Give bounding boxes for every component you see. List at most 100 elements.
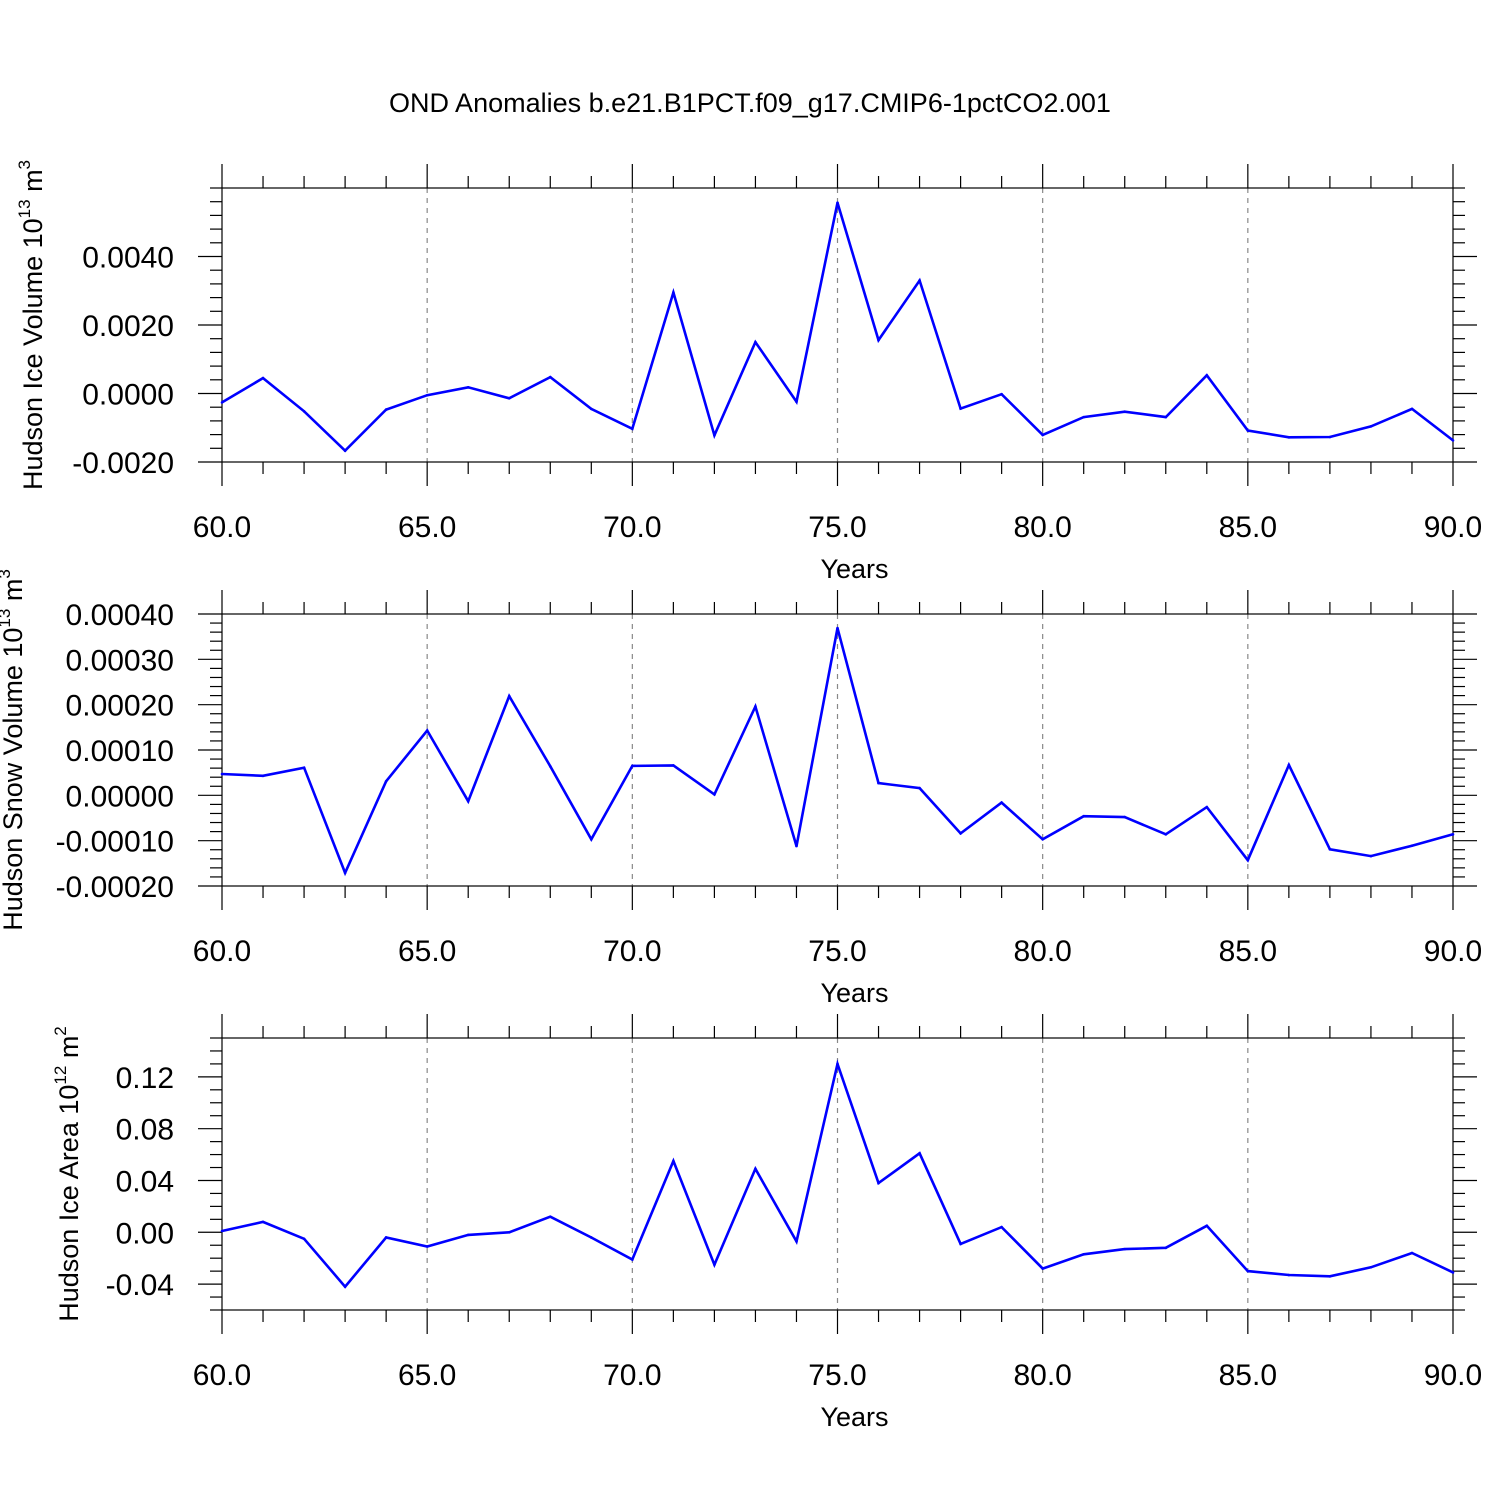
data-point <box>1328 435 1332 439</box>
data-point <box>754 340 757 344</box>
panel-1: 60.0 65.0 70.0 75.0 80.0 85.0 90.0 -0.0020 0.000… <box>15 160 1482 584</box>
x-tick-label: 65.0 <box>398 1359 456 1392</box>
data-point <box>877 1181 880 1185</box>
data-point <box>1205 374 1209 377</box>
data-point <box>836 626 839 630</box>
y-axis-label-unit: m <box>54 1036 84 1066</box>
y-tick-label: -0.00010 <box>56 826 174 859</box>
y-tick-label: 0.00000 <box>66 780 174 813</box>
y-tick-label: 0.08 <box>116 1114 174 1147</box>
y-axis-label-unit: m <box>18 169 48 199</box>
y-axis-label-text: Hudson Snow Volume 10 <box>0 628 28 931</box>
data-point <box>631 764 634 768</box>
data-point <box>220 401 224 404</box>
y-axis-label-text: Hudson Ice Volume 10 <box>18 218 48 490</box>
data-point <box>1164 1246 1168 1250</box>
data-point <box>1082 1253 1085 1256</box>
y-axis-label-unit: m <box>0 579 28 609</box>
x-tick-label: 80.0 <box>1013 1359 1071 1392</box>
data-point <box>836 201 839 205</box>
data-point <box>1369 854 1373 858</box>
data-point <box>1041 433 1044 437</box>
data-point <box>877 338 880 342</box>
y-axis-label-exponent: 12 <box>51 1066 70 1085</box>
data-point <box>343 1285 347 1288</box>
data-point <box>1000 801 1003 804</box>
x-tick-label: 65.0 <box>398 935 456 968</box>
data-point <box>1164 833 1168 836</box>
data-point <box>1041 838 1044 841</box>
data-point <box>548 1215 552 1219</box>
data-point <box>590 407 593 411</box>
data-point <box>548 375 552 379</box>
y-axis-label-exponent: 13 <box>15 199 34 218</box>
x-tick-label: 80.0 <box>1013 511 1071 544</box>
data-point <box>1410 844 1414 847</box>
data-point <box>425 1245 429 1248</box>
data-point <box>425 393 429 397</box>
x-axis-label: Years <box>820 1402 888 1432</box>
data-point <box>1082 415 1085 419</box>
data-point <box>220 772 224 776</box>
y-axis-label: Hudson Ice Volume 1013 m3 <box>15 160 48 490</box>
data-point <box>384 1236 388 1239</box>
data-point <box>1287 436 1291 439</box>
x-tick-label: 75.0 <box>808 1359 866 1392</box>
data-point <box>548 765 552 768</box>
y-tick-label: -0.00020 <box>56 871 174 904</box>
data-point <box>1451 833 1455 836</box>
panel-2: 60.0 65.0 70.0 75.0 80.0 85.0 90.0 -0.00020 -0.0… <box>0 569 1482 1008</box>
y-tick-label: -0.0020 <box>72 447 174 480</box>
data-point <box>1287 763 1291 767</box>
y-axis-label-text: Hudson Ice Area 10 <box>54 1085 84 1322</box>
data-point <box>1246 858 1250 862</box>
x-tick-label: 85.0 <box>1219 1359 1277 1392</box>
data-point <box>384 779 388 783</box>
x-tick-label: 90.0 <box>1424 935 1482 968</box>
data-point <box>1410 407 1414 411</box>
data-point <box>1041 1267 1044 1270</box>
y-axis-label-unit-exponent: 3 <box>15 160 34 169</box>
figure-title: OND Anomalies b.e21.B1PCT.f09_g17.CMIP6-… <box>389 88 1111 118</box>
data-point <box>918 786 921 790</box>
data-point <box>754 705 757 708</box>
data-point <box>507 694 511 698</box>
y-tick-label: 0.00010 <box>66 735 174 768</box>
y-tick-label: 0.00030 <box>66 644 174 677</box>
data-point <box>672 1159 675 1163</box>
data-point <box>343 449 347 452</box>
y-axis-label: Hudson Ice Area 1012 m2 <box>51 1026 84 1322</box>
data-point <box>1369 1265 1373 1269</box>
y-axis-label-unit-exponent: 2 <box>51 1026 70 1035</box>
data-point <box>1287 1273 1291 1277</box>
x-axis-label: Years <box>820 978 888 1008</box>
x-tick-label: 70.0 <box>603 1359 661 1392</box>
data-point <box>1000 1225 1003 1229</box>
data-point <box>918 279 921 282</box>
data-point <box>672 764 675 767</box>
data-point <box>1369 425 1373 428</box>
data-point <box>918 1151 921 1155</box>
y-axis-label-exponent: 13 <box>0 609 14 628</box>
x-tick-label: 75.0 <box>808 511 866 544</box>
y-axis-label: Hudson Snow Volume 1013 m3 <box>0 569 28 931</box>
data-point <box>1123 1247 1127 1251</box>
data-point <box>1164 415 1168 419</box>
y-axis-label-unit-exponent: 3 <box>0 569 14 578</box>
data-point <box>877 781 880 785</box>
x-tick-label: 90.0 <box>1424 1359 1482 1392</box>
data-point <box>1410 1251 1414 1255</box>
data-point <box>507 396 511 400</box>
data-point <box>1123 410 1127 413</box>
data-point <box>1205 805 1209 809</box>
data-point <box>836 1062 839 1066</box>
y-tick-label: 0.00 <box>116 1217 174 1250</box>
y-tick-label: 0.12 <box>116 1062 174 1095</box>
data-point <box>1246 1269 1250 1273</box>
data-point <box>590 838 593 841</box>
x-tick-label: 85.0 <box>1219 511 1277 544</box>
data-point <box>507 1230 511 1234</box>
x-axis-label: Years <box>820 554 888 584</box>
y-tick-label: 0.0000 <box>82 379 174 412</box>
